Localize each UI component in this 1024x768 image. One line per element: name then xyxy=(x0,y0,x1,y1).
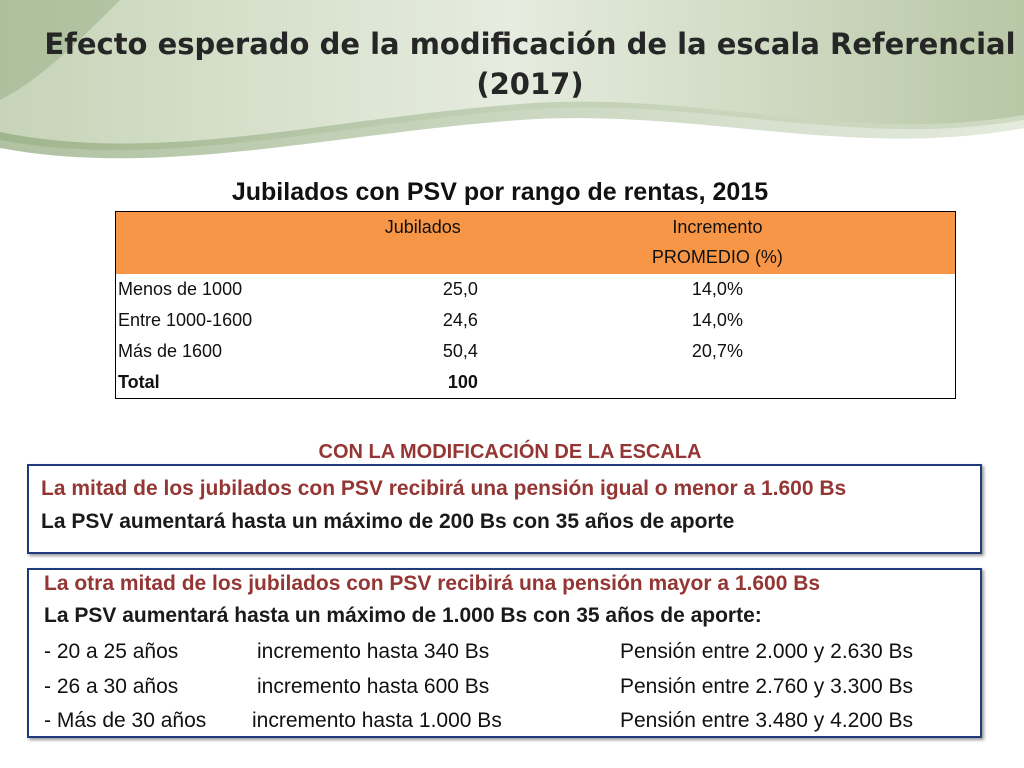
years-range: - 20 a 25 años xyxy=(44,640,179,663)
header-incremento: Incremento PROMEDIO (%) xyxy=(479,211,956,274)
table-total-row: Total 100 xyxy=(116,367,956,399)
increase-amount: incremento hasta 1.000 Bs xyxy=(252,709,502,732)
table-row: Más de 1600 50,4 20,7% xyxy=(116,336,956,367)
table-caption: Jubilados con PSV por rango de rentas, 2… xyxy=(231,178,769,206)
pensioners-table: Jubilados Incremento PROMEDIO (%) Menos … xyxy=(115,211,956,399)
pension-range: Pensión entre 3.480 y 4.200 Bs xyxy=(620,709,914,732)
cell-jubilados: 25,0 xyxy=(442,279,478,299)
pension-range: Pensión entre 2.760 y 3.300 Bs xyxy=(620,675,914,698)
header-incremento-line1: Incremento xyxy=(672,217,763,237)
header-incremento-line2: PROMEDIO (%) xyxy=(651,247,783,267)
cell-incremento: 14,0% xyxy=(691,310,743,330)
table-row: Menos de 1000 25,0 14,0% xyxy=(116,274,956,305)
cell-rango: Entre 1000-1600 xyxy=(118,310,253,330)
header-jubilados: Jubilados xyxy=(365,211,480,274)
increase-amount: incremento hasta 600 Bs xyxy=(257,675,490,698)
cell-incremento: 14,0% xyxy=(691,279,743,299)
cell-incremento: 20,7% xyxy=(691,341,743,361)
cell-jubilados: 50,4 xyxy=(442,341,478,361)
increase-amount: incremento hasta 340 Bs xyxy=(257,640,490,663)
upper-half-box xyxy=(27,568,982,738)
total-label: Total xyxy=(118,372,160,392)
box1-line2: La PSV aumentará hasta un máximo de 200 … xyxy=(41,510,735,533)
total-value: 100 xyxy=(447,372,478,392)
header-swoosh-background xyxy=(0,0,1024,159)
page-title: Efecto esperado de la modificación de la… xyxy=(44,27,1016,101)
header-rango xyxy=(115,211,366,274)
years-range: - Más de 30 años xyxy=(44,709,207,732)
cell-rango: Menos de 1000 xyxy=(118,279,243,299)
total-empty xyxy=(480,367,956,399)
table-header-row: Jubilados Incremento PROMEDIO (%) xyxy=(115,211,956,274)
section-title: CON LA MODIFICACIÓN DE LA ESCALA xyxy=(318,441,702,463)
box2-line2: La PSV aumentará hasta un máximo de 1.00… xyxy=(44,604,762,627)
box1-line1: La mitad de los jubilados con PSV recibi… xyxy=(41,477,847,500)
years-range: - 26 a 30 años xyxy=(44,675,179,698)
lower-half-box xyxy=(27,464,982,554)
pension-range: Pensión entre 2.000 y 2.630 Bs xyxy=(620,640,914,663)
cell-jubilados: 24,6 xyxy=(442,310,478,330)
box2-line1: La otra mitad de los jubilados con PSV r… xyxy=(44,572,821,595)
cell-rango: Más de 1600 xyxy=(118,341,223,361)
table-row: Entre 1000-1600 24,6 14,0% xyxy=(116,305,956,336)
